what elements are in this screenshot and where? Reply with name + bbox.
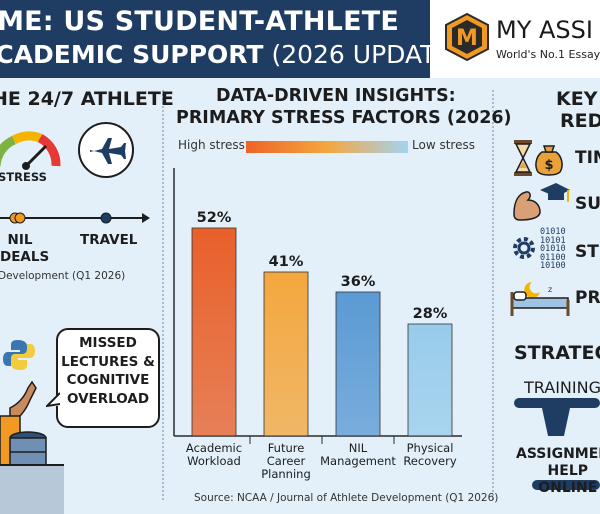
chart-value-label-0: 52% (197, 210, 232, 226)
training-label: TRAINING (524, 378, 600, 397)
header-title-bold: ACADEMIC SUPPORT (0, 40, 264, 69)
airplane-icon (78, 122, 134, 178)
legend-high-label: High stress (178, 138, 245, 152)
chart-category-label-0: Academic Workload (186, 441, 242, 468)
timeline (0, 212, 150, 224)
center-title-line2: PRIMARY STRESS FACTORS (2026) (176, 108, 512, 128)
chart-category-label-1: Future Career Planning (261, 441, 311, 481)
legend-low-label: Low stress (412, 138, 475, 152)
svg-text:$: $ (544, 158, 553, 173)
chart-bar-1 (263, 271, 309, 437)
stress-gradient-legend (246, 141, 408, 153)
sleep-bed-icon: z (510, 282, 570, 316)
overload-speech-bubble: MISSED LECTURES & COGNITIVE OVERLOAD (46, 328, 160, 428)
logo-badge-icon: M (445, 12, 489, 62)
gear-icon (513, 237, 535, 259)
right-title-line2: REDU (560, 110, 600, 132)
binary-text: 01010 10101 01010 01100 10100 (540, 227, 566, 271)
chart-bar-2 (335, 291, 381, 437)
training-pedestal (514, 398, 600, 490)
logo-letter: M (456, 26, 478, 51)
header-title-line2: ACADEMIC SUPPORT (2026 UPDATE) (0, 40, 461, 69)
key-item-steps: STE (575, 242, 600, 262)
timeline-label-nil: NIL DEALS (0, 232, 50, 265)
bubble-text: MISSED LECTURES & COGNITIVE OVERLOAD (61, 335, 155, 407)
stress-gauge-icon (0, 131, 61, 170)
chart-bar-3 (407, 323, 453, 437)
chart-bar-0 (191, 227, 237, 437)
timeline-dot-travel (100, 212, 112, 224)
assignment-help-label: ASSIGNMENT HELP ONLINE (516, 446, 600, 496)
right-separator (492, 90, 494, 500)
chart-value-label-3: 28% (413, 306, 448, 322)
logo-tagline: World's No.1 Essay (496, 48, 600, 61)
chart-category-label-3: Physical Recovery (403, 441, 457, 468)
logo-name: MY ASSI (496, 16, 593, 44)
chart-value-label-2: 36% (341, 274, 376, 290)
svg-text:z: z (548, 285, 552, 294)
header-title-rest: (2026 UPDATE) (263, 40, 461, 69)
strategies-title: STRATEGI (514, 342, 600, 364)
chart-value-label-1: 41% (269, 254, 304, 270)
left-panel-title: HE 24/7 ATHLETE (0, 88, 174, 110)
right-title-line1: KEY T (556, 88, 600, 110)
key-item-priority: PRI (575, 288, 600, 308)
stress-factors-chart: 52% Academic Workload 41% Future Career Planni… (173, 168, 462, 481)
header-banner: AME: US STUDENT-ATHLETE ACADEMIC SUPPORT… (0, 0, 461, 78)
chart-source: Source: NCAA / Journal of Athlete Develo… (194, 492, 499, 504)
brand-logo[interactable]: M MY ASSI World's No.1 Essay (430, 0, 600, 78)
gauge-label: STRESS (0, 170, 47, 184)
left-separator (162, 90, 164, 500)
timeline-label-travel: TRAVEL (80, 232, 138, 248)
hourglass-money-icon: $ (514, 140, 563, 176)
center-title-line1: DATA-DRIVEN INSIGHTS: (216, 86, 456, 106)
bubble-tail (46, 392, 60, 408)
key-item-time: TIM (575, 148, 600, 168)
python-logo-icon (3, 340, 35, 370)
left-source: Development (Q1 2026) (0, 270, 126, 282)
timeline-dot-nil (14, 212, 26, 224)
desk (0, 464, 64, 514)
chart-category-label-2: NIL Management (320, 441, 396, 468)
header-title-line1: AME: US STUDENT-ATHLETE (0, 6, 399, 37)
muscle-cap-icon (513, 183, 570, 221)
key-item-support: SUP (575, 194, 600, 214)
